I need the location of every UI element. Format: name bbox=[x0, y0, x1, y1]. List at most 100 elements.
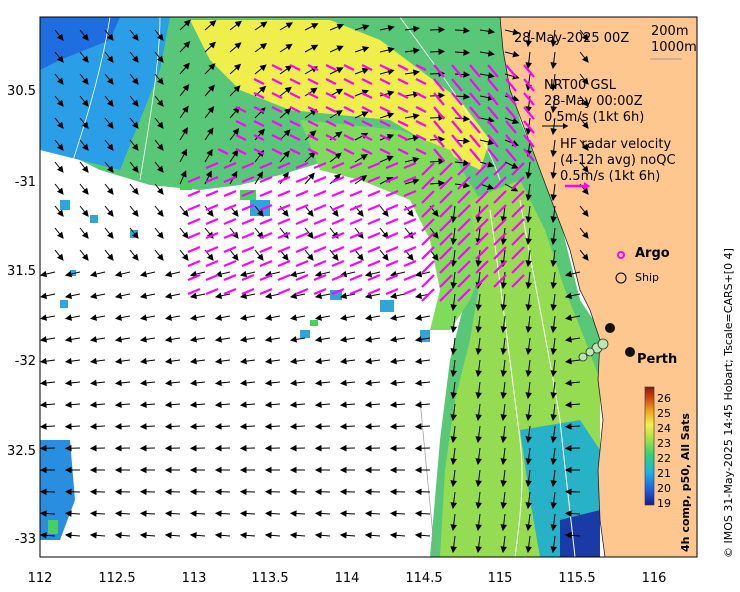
current-arrow-head bbox=[314, 292, 323, 300]
current-arrow-head bbox=[310, 87, 318, 95]
current-arrow-head bbox=[364, 336, 372, 343]
current-arrow-head bbox=[164, 423, 172, 430]
current-arrow-head bbox=[564, 270, 573, 278]
current-arrow-head bbox=[206, 253, 214, 261]
perth-marker bbox=[625, 347, 635, 357]
current-arrow-head bbox=[564, 401, 572, 408]
current-arrow-head bbox=[314, 336, 322, 343]
current-arrow-head bbox=[564, 314, 573, 321]
current-arrow-head bbox=[500, 348, 507, 356]
current-arrow-head bbox=[475, 348, 482, 356]
current-arrow-head bbox=[289, 357, 297, 365]
radar-vector bbox=[313, 231, 327, 240]
current-arrow-head bbox=[64, 401, 72, 408]
current-arrow-head bbox=[214, 423, 222, 430]
current-arrow-head bbox=[525, 480, 532, 488]
radar-vector bbox=[253, 148, 265, 155]
current-arrow-head bbox=[463, 49, 471, 56]
radar-vector bbox=[475, 176, 489, 190]
current-arrow-head bbox=[438, 48, 446, 55]
radar-vector bbox=[313, 245, 327, 254]
current-arrow-head bbox=[438, 92, 446, 99]
radar-vector bbox=[439, 288, 453, 302]
radar-vector bbox=[271, 78, 283, 85]
radar-vector bbox=[271, 120, 283, 127]
plot-area bbox=[40, 17, 697, 557]
radar-vector bbox=[313, 189, 327, 198]
current-arrow-head bbox=[189, 466, 197, 474]
current-arrow-head bbox=[500, 436, 507, 444]
radar-vector bbox=[505, 120, 517, 134]
radar-vector bbox=[217, 148, 229, 155]
current-arrow-head bbox=[389, 379, 397, 387]
current-arrow-head bbox=[475, 436, 482, 444]
current-arrow-head bbox=[463, 159, 471, 167]
radar-vector bbox=[457, 260, 471, 274]
radar-vector bbox=[205, 189, 219, 198]
radar-vector bbox=[451, 106, 463, 120]
radar-vector bbox=[241, 287, 255, 296]
current-arrow-head bbox=[414, 423, 422, 430]
radar-vector bbox=[457, 176, 471, 190]
radar-vector bbox=[259, 189, 273, 198]
current-arrow-head bbox=[89, 336, 97, 343]
current-arrow-head bbox=[206, 209, 214, 217]
radar-vector bbox=[241, 245, 255, 254]
current-arrow-head bbox=[475, 524, 482, 532]
current-arrow-head bbox=[89, 488, 97, 496]
current-arrow-head bbox=[487, 161, 495, 168]
current-arrow-head bbox=[412, 47, 420, 55]
current-arrow-head bbox=[463, 181, 470, 189]
radar-vector bbox=[493, 260, 507, 274]
current-arrow-head bbox=[40, 466, 47, 474]
radar-vector bbox=[439, 232, 453, 246]
radar-vector bbox=[367, 287, 381, 296]
radar-vector bbox=[313, 161, 327, 170]
radar-vector bbox=[397, 148, 409, 155]
current-arrow-head bbox=[182, 105, 189, 113]
radar-vector bbox=[313, 273, 327, 282]
current-arrow-head bbox=[189, 401, 197, 408]
radar-vector bbox=[343, 78, 355, 85]
current-arrow-head bbox=[264, 488, 272, 496]
radar-vector bbox=[469, 64, 481, 78]
current-arrow-head bbox=[181, 253, 189, 261]
current-arrow-head bbox=[289, 314, 298, 321]
current-arrow-head bbox=[412, 156, 420, 164]
current-arrow-head bbox=[281, 209, 289, 217]
radar-title: HF radar velocity bbox=[560, 137, 672, 152]
current-arrow-head bbox=[114, 314, 123, 321]
current-arrow-head bbox=[414, 357, 422, 365]
radar-vector bbox=[187, 217, 201, 226]
radar-vector bbox=[295, 175, 309, 184]
radar-vector bbox=[259, 203, 273, 212]
radar-vector bbox=[331, 231, 345, 240]
radar-vector bbox=[421, 246, 435, 260]
radar-vector bbox=[415, 134, 427, 141]
radar-vector bbox=[253, 134, 265, 141]
radar-vector bbox=[403, 217, 417, 226]
current-arrow-head bbox=[207, 127, 214, 135]
current-arrow-head bbox=[214, 466, 222, 474]
current-arrow-head bbox=[414, 532, 422, 539]
radar-vector bbox=[325, 134, 337, 141]
radar-vector bbox=[493, 218, 507, 232]
radar-vector bbox=[469, 134, 481, 148]
argo-symbol bbox=[617, 251, 625, 259]
radar-vector bbox=[343, 120, 355, 127]
radar-vector bbox=[433, 148, 445, 162]
radar-vector bbox=[457, 218, 471, 232]
radar-vector bbox=[475, 218, 489, 232]
current-arrow-head bbox=[239, 510, 247, 517]
current-arrow-head bbox=[500, 370, 507, 378]
radar-vector bbox=[421, 274, 435, 288]
radar-vector bbox=[457, 274, 471, 288]
current-arrow-head bbox=[450, 480, 457, 488]
radar-vector bbox=[523, 92, 535, 106]
current-arrow-head bbox=[525, 392, 532, 400]
radar-vector bbox=[289, 106, 301, 113]
radar-vector bbox=[511, 176, 525, 190]
current-arrow-head bbox=[81, 99, 89, 107]
radar-vector bbox=[325, 120, 337, 127]
current-arrow-head bbox=[114, 357, 122, 365]
